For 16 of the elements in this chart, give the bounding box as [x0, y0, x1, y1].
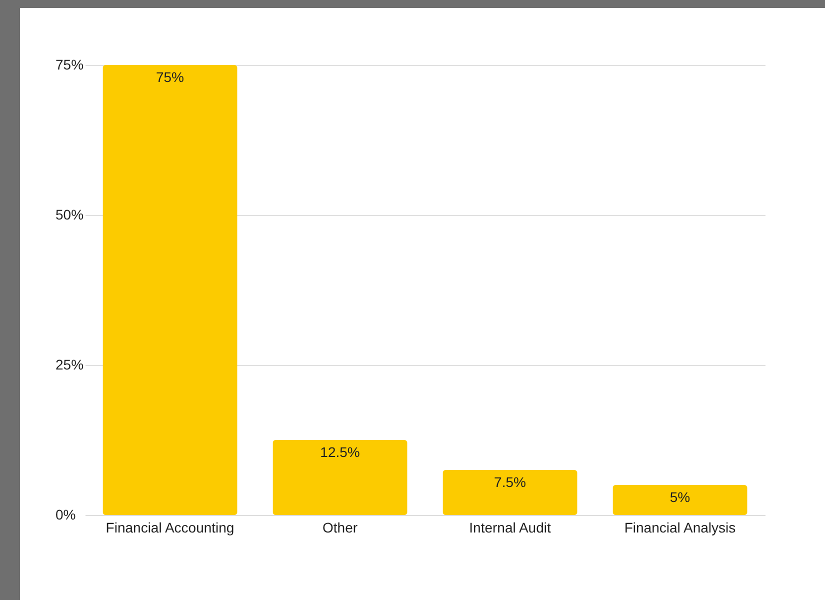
y-tick-label: 25%	[56, 356, 84, 372]
data-label: 7.5%	[494, 474, 526, 490]
x-tick-label: Financial Accounting	[106, 520, 234, 536]
y-tick-label: 0%	[56, 506, 76, 522]
bar	[612, 485, 748, 515]
y-tick-label: 50%	[56, 206, 84, 222]
data-label: 5%	[670, 489, 690, 505]
data-label: 12.5%	[320, 444, 360, 460]
data-label: 75%	[156, 69, 184, 85]
y-tick-label: 75%	[56, 56, 84, 72]
x-tick-label: Internal Audit	[469, 520, 551, 536]
x-tick-label: Financial Analysis	[624, 520, 736, 536]
x-tick-label: Other	[322, 520, 358, 536]
bar	[442, 470, 578, 515]
bar	[102, 65, 238, 515]
bar	[272, 440, 408, 515]
